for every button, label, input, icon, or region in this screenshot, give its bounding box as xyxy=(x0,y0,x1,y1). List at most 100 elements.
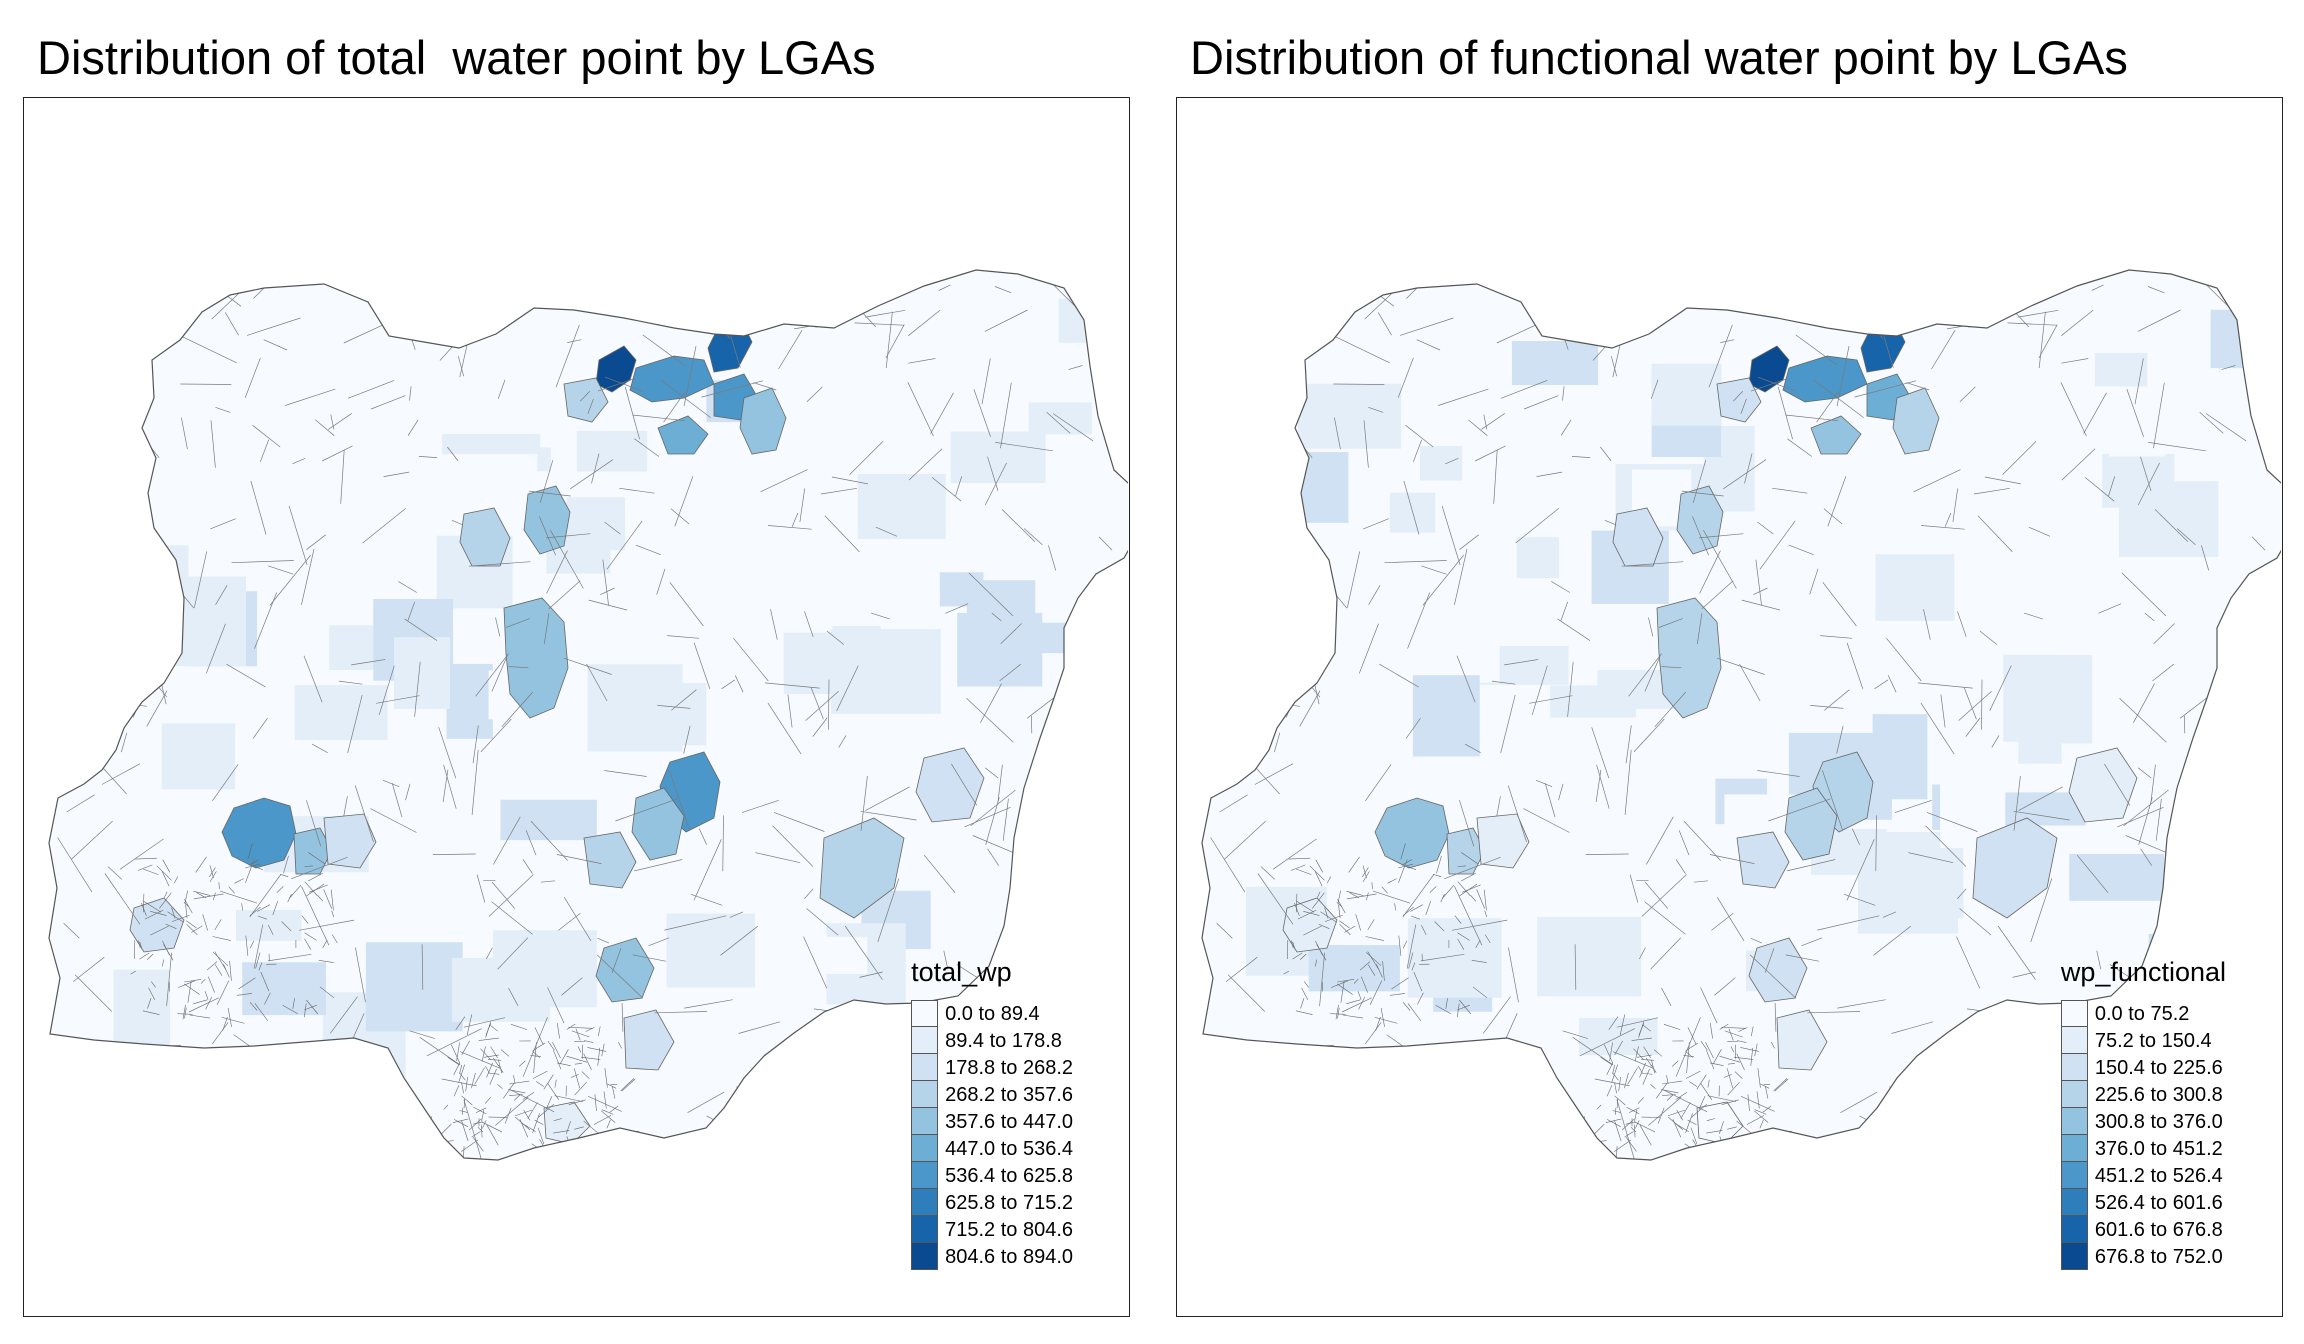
lga-boundary xyxy=(1496,324,1537,344)
lga-boundary xyxy=(930,392,954,434)
lga-boundary xyxy=(441,1078,477,1087)
lga-boundary xyxy=(580,1056,601,1060)
lga-background-patch xyxy=(1511,341,1599,385)
lga-boundary xyxy=(1126,855,1128,872)
lga-boundary xyxy=(193,551,208,608)
lga-boundary xyxy=(1889,1086,1929,1123)
lga-boundary xyxy=(2243,316,2264,377)
lga-background-patch xyxy=(1249,446,1290,512)
lga-boundary xyxy=(2104,763,2131,806)
lga-boundary xyxy=(1247,610,1299,641)
lga-boundary xyxy=(984,309,1028,332)
lga-boundary xyxy=(1634,1121,1656,1133)
lga-boundary xyxy=(255,952,261,969)
lga-boundary xyxy=(205,623,226,674)
lga-boundary xyxy=(1965,717,1981,737)
lga-boundary xyxy=(660,380,711,418)
lga-boundary xyxy=(461,1107,464,1115)
lga-boundary xyxy=(1719,1023,1729,1030)
lga-boundary xyxy=(1046,412,1071,434)
lga-boundary xyxy=(56,482,112,488)
lga-boundary xyxy=(1707,1079,1710,1088)
lga-boundary xyxy=(1708,324,1733,388)
lga-boundary xyxy=(877,1038,884,1068)
lga-boundary xyxy=(191,925,203,933)
lga-boundary xyxy=(1571,456,1591,458)
lga-boundary xyxy=(461,1082,464,1094)
lga-boundary xyxy=(453,1084,460,1097)
lga-boundary xyxy=(493,816,521,865)
lga-boundary xyxy=(2018,309,2059,318)
lga-boundary xyxy=(466,1014,473,1036)
lga-boundary xyxy=(1483,996,1511,1034)
lga-boundary xyxy=(669,582,704,627)
lga-boundary xyxy=(405,783,411,801)
lga-boundary xyxy=(867,1072,886,1074)
lga-boundary xyxy=(2255,613,2280,626)
lga-boundary xyxy=(980,683,1002,723)
lga-boundary xyxy=(1836,346,1850,407)
lga-boundary xyxy=(1624,1131,1634,1138)
lga-boundary xyxy=(1315,959,1317,967)
lga-boundary xyxy=(461,1040,470,1055)
lga-boundary xyxy=(859,971,883,978)
lga-boundary xyxy=(227,1008,232,1027)
lga-boundary xyxy=(219,890,258,904)
lga-boundary xyxy=(1891,1021,1934,1034)
lga-boundary xyxy=(283,855,289,874)
lga-boundary xyxy=(306,534,326,550)
lga-boundary xyxy=(1957,611,1967,637)
lga-boundary xyxy=(139,343,152,374)
lga-boundary xyxy=(870,612,890,620)
lga-background-patch xyxy=(294,685,388,741)
lga-boundary xyxy=(2137,462,2160,506)
lga-boundary xyxy=(1362,865,1367,879)
lga-boundary xyxy=(1650,379,1659,399)
lga-boundary xyxy=(252,424,281,448)
lga-boundary xyxy=(309,884,328,893)
lga-boundary xyxy=(573,1068,580,1089)
lga-boundary xyxy=(254,1003,269,1022)
lga-boundary xyxy=(1764,948,1775,973)
lga-boundary xyxy=(1614,1040,1623,1055)
lga-boundary xyxy=(66,794,95,813)
lga-boundary xyxy=(1257,873,1294,925)
lga-boundary xyxy=(1692,516,1709,556)
lga-boundary xyxy=(2137,767,2152,779)
lga-boundary xyxy=(1337,1007,1340,1019)
lga-boundary xyxy=(473,1106,487,1115)
lga-background-patch xyxy=(2218,844,2281,900)
lga-boundary xyxy=(1606,1084,1613,1097)
lga-boundary xyxy=(611,948,622,973)
lga-boundary xyxy=(141,902,147,916)
lga-boundary xyxy=(1491,680,1516,685)
lga-boundary xyxy=(497,937,529,970)
lga-boundary xyxy=(1425,901,1431,916)
lga-boundary xyxy=(606,1119,611,1129)
lga-boundary xyxy=(347,380,395,399)
lga-region-central-lga-2 xyxy=(1784,787,1838,861)
lga-boundary xyxy=(459,1110,468,1113)
lga-boundary xyxy=(1224,820,1266,860)
lga-boundary xyxy=(78,690,118,715)
lga-boundary xyxy=(604,521,621,535)
lga-boundary xyxy=(1641,1059,1655,1061)
lga-boundary xyxy=(1874,679,1889,690)
lga-boundary xyxy=(1886,637,1922,682)
lga-boundary xyxy=(514,1109,533,1117)
lga-boundary xyxy=(1291,333,1301,357)
lga-boundary xyxy=(231,560,294,564)
lga-boundary xyxy=(452,1118,469,1123)
lga-boundary xyxy=(1329,333,1390,364)
lga-boundary xyxy=(591,453,600,484)
lga-boundary xyxy=(1661,666,1682,669)
lga-boundary xyxy=(421,944,424,990)
lga-boundary xyxy=(249,874,282,918)
lga-boundary xyxy=(1361,976,1368,993)
lga-boundary xyxy=(1574,944,1577,990)
lga-boundary xyxy=(503,1082,515,1099)
lga-boundary xyxy=(468,561,531,567)
lga-boundary xyxy=(151,981,156,988)
lga-boundary xyxy=(2147,286,2165,294)
lga-boundary xyxy=(885,311,893,369)
